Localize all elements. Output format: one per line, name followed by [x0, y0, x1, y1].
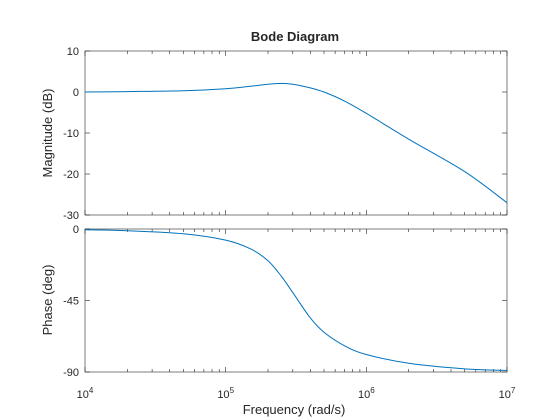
- magnitude-y-axis-label: Magnitude (dB): [40, 89, 55, 178]
- x-tick-label: 107: [499, 386, 516, 401]
- phase-y-tick-label: -90: [63, 367, 79, 379]
- magnitude-y-tick-label: -10: [63, 128, 79, 140]
- magnitude-axes-box: [84, 50, 508, 216]
- x-tick-label: 106: [358, 386, 375, 401]
- phase-y-tick-label: 0: [73, 224, 79, 236]
- phase-y-axis-label: Phase (deg): [40, 265, 55, 336]
- magnitude-panel: 10 0 -10 -20 -30 Magnitude (dB): [40, 46, 508, 222]
- magnitude-series-line: [84, 82, 508, 204]
- x-tick-label: 105: [217, 386, 234, 401]
- phase-y-tick-label: -45: [63, 296, 79, 308]
- x-axis-label: Frequency (rad/s): [243, 402, 346, 417]
- magnitude-y-tick-label: -30: [63, 210, 79, 222]
- magnitude-y-tick-label: 10: [67, 46, 79, 58]
- phase-axes-box: [84, 228, 508, 373]
- phase-series-line: [84, 229, 508, 371]
- magnitude-y-tick-label: 0: [73, 87, 79, 99]
- chart-title: Bode Diagram: [251, 29, 339, 44]
- phase-panel: 0 -45 -90 Phase (deg): [40, 224, 508, 379]
- x-tick-label: 104: [77, 386, 94, 401]
- magnitude-y-tick-label: -20: [63, 169, 79, 181]
